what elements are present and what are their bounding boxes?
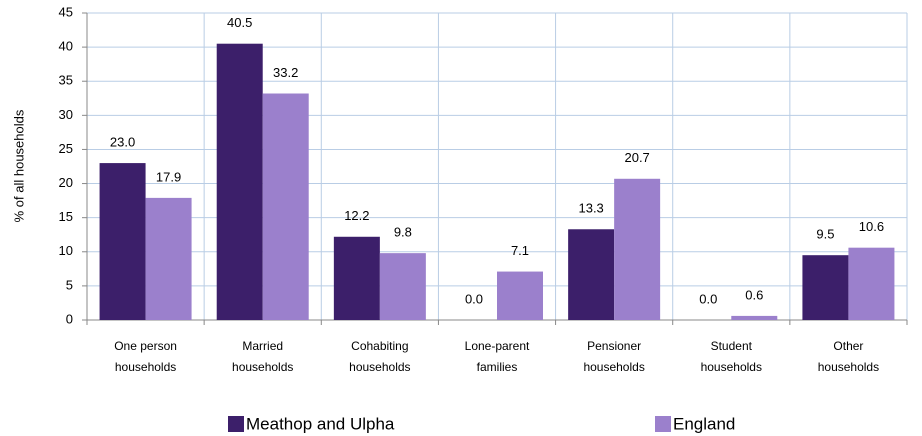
bar bbox=[731, 315, 778, 320]
y-tick-label: 20 bbox=[59, 175, 73, 190]
bar bbox=[145, 197, 192, 320]
data-label: 0.0 bbox=[699, 291, 717, 306]
y-tick-label: 0 bbox=[66, 311, 73, 326]
bar bbox=[497, 271, 543, 320]
x-tick-label: Student bbox=[711, 339, 753, 353]
data-label: 10.6 bbox=[859, 219, 884, 234]
y-tick-label: 40 bbox=[59, 39, 73, 54]
x-tick-label: households bbox=[583, 360, 644, 374]
data-label: 9.5 bbox=[816, 227, 834, 242]
y-tick-label: 10 bbox=[59, 243, 73, 258]
y-tick-label: 15 bbox=[59, 209, 73, 224]
x-tick-label: Lone-parent bbox=[465, 339, 530, 353]
data-label: 23.0 bbox=[110, 135, 135, 150]
x-tick-label: households bbox=[349, 360, 410, 374]
y-axis-label: % of all households bbox=[11, 109, 26, 222]
legend-swatch bbox=[228, 416, 244, 432]
bar bbox=[216, 43, 263, 320]
x-tick-label: One person bbox=[114, 339, 177, 353]
legend-swatch bbox=[655, 416, 671, 432]
y-tick-label: 35 bbox=[59, 73, 73, 88]
data-label: 17.9 bbox=[156, 169, 181, 184]
data-label: 12.2 bbox=[344, 208, 369, 223]
x-tick-label: Married bbox=[242, 339, 283, 353]
legend-label: Meathop and Ulpha bbox=[246, 414, 395, 433]
bar bbox=[262, 93, 309, 320]
x-tick-label: Other bbox=[833, 339, 863, 353]
data-label: 40.5 bbox=[227, 15, 252, 30]
bar bbox=[614, 178, 661, 320]
bar bbox=[848, 247, 895, 320]
bar bbox=[379, 253, 426, 320]
y-tick-label: 25 bbox=[59, 141, 73, 156]
x-tick-label: households bbox=[701, 360, 762, 374]
y-tick-label: 30 bbox=[59, 107, 73, 122]
data-label: 13.3 bbox=[578, 201, 603, 216]
bar bbox=[99, 163, 146, 320]
y-tick-label: 45 bbox=[59, 4, 73, 19]
x-tick-label: households bbox=[115, 360, 176, 374]
bar bbox=[333, 236, 380, 320]
bar bbox=[802, 255, 849, 320]
y-tick-label: 5 bbox=[66, 277, 73, 292]
x-tick-label: households bbox=[232, 360, 293, 374]
data-label: 0.0 bbox=[465, 291, 483, 306]
x-tick-label: households bbox=[818, 360, 879, 374]
data-label: 20.7 bbox=[624, 150, 649, 165]
x-tick-label: Pensioner bbox=[587, 339, 641, 353]
data-label: 7.1 bbox=[511, 243, 529, 258]
legend-label: England bbox=[673, 414, 735, 433]
bar bbox=[568, 229, 615, 320]
data-label: 0.6 bbox=[745, 287, 763, 302]
data-label: 33.2 bbox=[273, 65, 298, 80]
x-tick-label: Cohabiting bbox=[351, 339, 408, 353]
x-tick-label: families bbox=[477, 360, 518, 374]
data-label: 9.8 bbox=[394, 225, 412, 240]
